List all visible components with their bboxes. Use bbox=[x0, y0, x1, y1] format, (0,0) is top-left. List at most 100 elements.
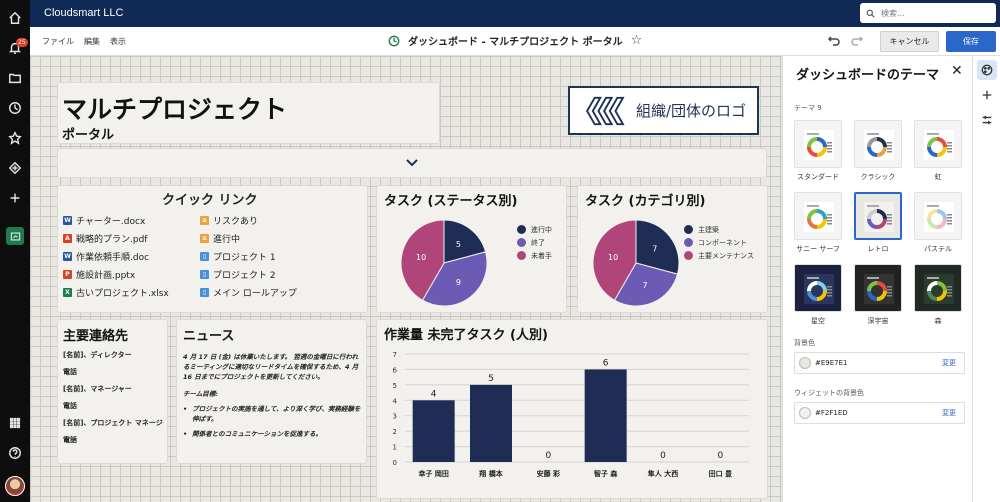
theme-preview-line bbox=[827, 286, 832, 288]
legend-item: 主建築 bbox=[684, 223, 754, 236]
theme-option[interactable] bbox=[914, 120, 962, 168]
plus-icon[interactable] bbox=[0, 187, 30, 209]
pie-slice-label: 7 bbox=[652, 245, 657, 254]
pie-slice bbox=[400, 219, 445, 301]
contact-phone[interactable]: 電話 bbox=[63, 368, 77, 376]
dashboard-app-icon[interactable] bbox=[0, 225, 30, 247]
bar-value-label: 4 bbox=[431, 389, 437, 399]
theme-preview bbox=[864, 202, 894, 232]
quick-link[interactable]: ▯ メイン ロールアップ bbox=[200, 283, 325, 301]
clock-icon[interactable] bbox=[0, 97, 30, 119]
bell-icon[interactable]: 25 bbox=[0, 37, 30, 59]
link-label: 進行中 bbox=[213, 234, 241, 245]
theme-ring-segment bbox=[807, 281, 818, 292]
bar-value-label: 5 bbox=[488, 374, 494, 384]
theme-ring-segment bbox=[927, 290, 938, 301]
quick-link[interactable]: ≡ リスクあり bbox=[200, 211, 325, 229]
help-icon[interactable] bbox=[0, 442, 30, 464]
theme-option[interactable] bbox=[794, 192, 842, 240]
quick-link[interactable]: ▯ プロジェクト 1 bbox=[200, 247, 325, 265]
news-goal-heading: チーム目標: bbox=[183, 390, 218, 398]
news-goal-item: • 関係者とのコミュニケーションを促進する。 bbox=[183, 430, 322, 438]
theme-ring-segment bbox=[876, 281, 887, 292]
logo-icon bbox=[586, 96, 625, 125]
theme-option[interactable] bbox=[794, 264, 842, 312]
theme-ring-segment bbox=[816, 290, 827, 301]
theme-ring-segment bbox=[816, 218, 827, 229]
home-icon[interactable] bbox=[0, 7, 30, 29]
settings-sliders-icon[interactable] bbox=[977, 110, 997, 130]
powerpoint-file-icon: P bbox=[63, 269, 72, 279]
quick-link[interactable]: ≡ 進行中 bbox=[200, 229, 325, 247]
bar bbox=[412, 400, 455, 462]
hero-card[interactable] bbox=[57, 82, 440, 144]
theme-option[interactable] bbox=[794, 120, 842, 168]
pie-slice bbox=[635, 219, 680, 275]
quick-links-card bbox=[57, 185, 368, 313]
bg-color-change-button[interactable]: 変更 bbox=[942, 359, 956, 367]
workload-bar-chart: 0 1 2 3 4 5 6 7 4 幸子 岡田 5 翔 橋本 0 安藤 彩 6 智子 森 0 隼人 大西 0 田口 豊 bbox=[393, 351, 749, 478]
quick-link[interactable]: ▯ プロジェクト 2 bbox=[200, 265, 325, 283]
widget-color-field[interactable]: #F2F1ED 変更 bbox=[794, 402, 965, 424]
theme-option[interactable] bbox=[914, 192, 962, 240]
contact-phone[interactable]: 電話 bbox=[63, 402, 77, 410]
save-button[interactable]: 保存 bbox=[946, 31, 996, 52]
theme-label: パステル bbox=[924, 245, 952, 253]
theme-label: 森 bbox=[934, 317, 942, 325]
apps-grid-icon[interactable] bbox=[0, 412, 30, 434]
cancel-button[interactable]: キャンセル bbox=[880, 31, 939, 52]
pie-slice-label: 7 bbox=[643, 281, 648, 290]
status-chart-title: タスク (ステータス別) bbox=[384, 194, 518, 209]
theme-preview-line bbox=[887, 151, 892, 153]
theme-option[interactable] bbox=[854, 264, 902, 312]
workload-chart-title: 作業量 未完了タスク (人別) bbox=[384, 328, 548, 343]
pdf-file-icon: A bbox=[63, 233, 72, 243]
theme-preview-line bbox=[887, 142, 892, 144]
theme-option[interactable] bbox=[854, 192, 902, 240]
undo-icon[interactable] bbox=[827, 33, 843, 49]
bg-color-field[interactable]: #E9E7E1 変更 bbox=[794, 352, 965, 374]
logo-placeholder[interactable]: 組織/団体のロゴ bbox=[568, 86, 759, 135]
theme-preview-header bbox=[867, 277, 879, 279]
theme-ring-segment bbox=[816, 137, 827, 148]
excel-file-icon: X bbox=[63, 287, 72, 297]
theme-ring-segment bbox=[816, 209, 827, 220]
folder-icon[interactable] bbox=[0, 67, 30, 89]
quick-link[interactable]: A 戦略的プラン.pdf bbox=[63, 229, 188, 247]
theme-preview-line bbox=[827, 292, 832, 294]
menu-view[interactable]: 表示 bbox=[110, 37, 126, 46]
search-input[interactable]: 検索... bbox=[860, 3, 996, 23]
network-icon[interactable] bbox=[0, 157, 30, 179]
avatar[interactable] bbox=[5, 476, 25, 496]
quick-link[interactable]: P 施設計画.pptx bbox=[63, 265, 188, 283]
theme-preview-line bbox=[887, 292, 892, 294]
y-tick-label: 6 bbox=[393, 366, 398, 374]
bar-value-label: 0 bbox=[545, 451, 551, 461]
list-icon: ≡ bbox=[200, 215, 209, 225]
widget-color-change-button[interactable]: 変更 bbox=[942, 409, 956, 417]
theme-option[interactable] bbox=[914, 264, 962, 312]
legend-label: 進行中 bbox=[531, 225, 552, 234]
category-chart-card: タスク (カテゴリ別) 7 7 10 主建築 コンポーネント 主要メンテナンス bbox=[577, 185, 768, 313]
collapse-section[interactable] bbox=[57, 148, 767, 178]
category-chart-title: タスク (カテゴリ別) bbox=[585, 194, 706, 209]
close-icon[interactable]: ✕ bbox=[951, 63, 963, 79]
contact-phone[interactable]: 電話 bbox=[63, 436, 77, 444]
redo-icon[interactable] bbox=[850, 33, 866, 49]
news-card: ニュース 4 月 17 日 (金) は休業いたします。 翌週の金曜日に行われるミ… bbox=[176, 319, 367, 464]
menu-edit[interactable]: 編集 bbox=[84, 37, 100, 46]
favorite-star-icon[interactable]: ☆ bbox=[630, 33, 643, 48]
x-tick-label: 安藤 彩 bbox=[537, 469, 561, 478]
legend-label: 未着手 bbox=[531, 251, 552, 260]
add-icon[interactable] bbox=[977, 85, 997, 105]
theme-preview-line bbox=[947, 286, 952, 288]
quick-link[interactable]: W 作業依頼手順.doc bbox=[63, 247, 188, 265]
theme-option[interactable] bbox=[854, 120, 902, 168]
star-icon[interactable] bbox=[0, 127, 30, 149]
palette-icon[interactable] bbox=[977, 60, 997, 80]
quick-link[interactable]: W チャーター.docx bbox=[63, 211, 188, 229]
theme-label: 虹 bbox=[934, 173, 942, 181]
quick-link[interactable]: X 古いプロジェクト.xlsx bbox=[63, 283, 188, 301]
menu-file[interactable]: ファイル bbox=[42, 37, 74, 46]
theme-preview-line bbox=[887, 214, 892, 216]
